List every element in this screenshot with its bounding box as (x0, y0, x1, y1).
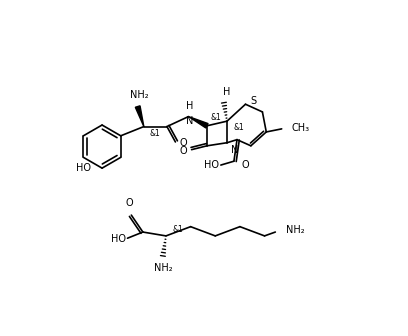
Text: O: O (180, 146, 187, 156)
Text: &1: &1 (172, 224, 183, 234)
Text: NH₂: NH₂ (153, 263, 172, 273)
Text: &1: &1 (211, 113, 222, 122)
Polygon shape (188, 117, 208, 128)
Text: CH₃: CH₃ (292, 123, 310, 133)
Text: NH₂: NH₂ (130, 90, 149, 99)
Polygon shape (135, 106, 144, 127)
Text: NH₂: NH₂ (286, 225, 305, 235)
Text: S: S (251, 96, 257, 106)
Text: H: H (222, 87, 230, 97)
Text: O: O (242, 160, 249, 170)
Text: O: O (126, 198, 133, 208)
Text: N: N (231, 145, 238, 155)
Text: HO: HO (204, 160, 220, 170)
Text: HO: HO (111, 234, 126, 244)
Text: &1: &1 (149, 129, 160, 138)
Text: &1: &1 (234, 123, 245, 132)
Text: HO: HO (76, 163, 91, 173)
Text: N: N (186, 116, 193, 126)
Text: H: H (186, 101, 193, 111)
Text: O: O (179, 138, 187, 149)
